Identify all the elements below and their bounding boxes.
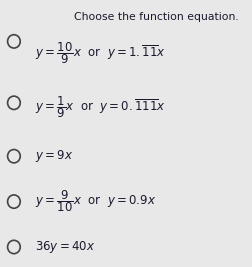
Text: $y = \dfrac{10}{9}x$  or  $y = 1.\overline{11}x$: $y = \dfrac{10}{9}x$ or $y = 1.\overline… xyxy=(35,41,166,66)
Text: $36y = 40x$: $36y = 40x$ xyxy=(35,239,95,255)
Text: Choose the function equation.: Choose the function equation. xyxy=(74,12,238,22)
Text: $y = \dfrac{1}{9}x$  or  $y = 0.\overline{111}x$: $y = \dfrac{1}{9}x$ or $y = 0.\overline{… xyxy=(35,94,166,120)
Text: $y = \dfrac{9}{10}x$  or  $y = 0.9x$: $y = \dfrac{9}{10}x$ or $y = 0.9x$ xyxy=(35,189,156,214)
Text: $y = 9x$: $y = 9x$ xyxy=(35,148,73,164)
